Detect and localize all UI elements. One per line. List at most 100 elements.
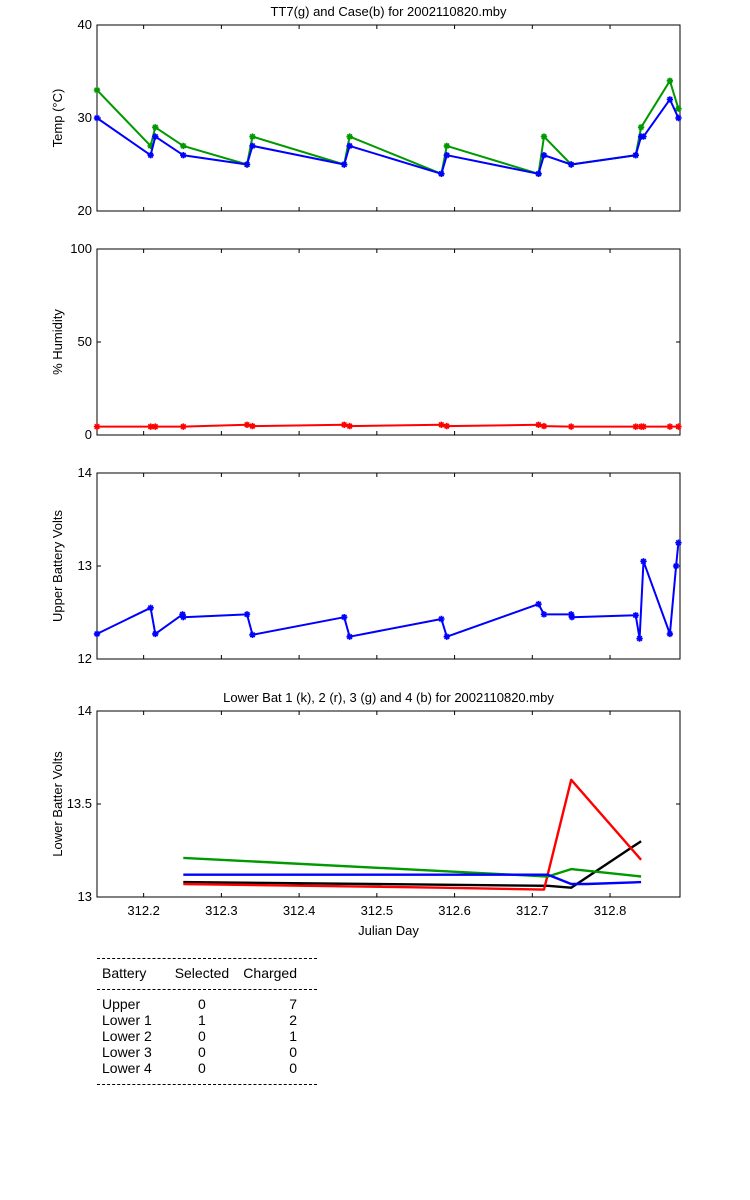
data-point (666, 630, 674, 638)
data-point (438, 615, 445, 623)
data-point (93, 630, 101, 638)
data-point (535, 600, 542, 608)
cell-battery: Lower 2 (102, 1028, 152, 1044)
x-axis-label: Julian Day (358, 923, 419, 938)
data-point (249, 631, 256, 639)
plot-frame-1 (96, 24, 681, 212)
data-point (675, 114, 682, 122)
data-point (675, 423, 682, 430)
cell-battery: Lower 1 (102, 1012, 152, 1028)
series-line-3 (183, 856, 642, 878)
y-axis-label: Upper Battery Volts (50, 510, 65, 622)
table-rule-top (97, 958, 317, 959)
data-point (346, 422, 353, 430)
cell-charged: 2 (289, 1012, 297, 1028)
cell-battery: Lower 3 (102, 1044, 152, 1060)
data-point (666, 423, 674, 430)
data-point (152, 630, 159, 638)
data-point (147, 152, 154, 159)
data-point (443, 152, 450, 159)
cell-charged: 0 (289, 1060, 297, 1076)
data-point (346, 142, 353, 150)
data-point (540, 422, 548, 430)
y-axis-label: Lower Batter Volts (50, 751, 65, 857)
data-point (152, 423, 159, 430)
cell-selected: 0 (198, 1060, 206, 1076)
data-point (443, 633, 450, 640)
data-point (632, 612, 639, 619)
cell-charged: 1 (289, 1028, 297, 1044)
plot-frame-4 (96, 710, 681, 898)
header-battery: Battery (102, 965, 147, 981)
data-point (540, 133, 548, 140)
series-line-4 (183, 873, 642, 886)
data-point (93, 114, 101, 122)
data-point (147, 604, 154, 612)
header-charged: Charged (243, 965, 297, 981)
data-point (340, 613, 348, 621)
data-point (666, 96, 674, 103)
series-line-1 (183, 840, 642, 889)
y-tick-label: 20 (78, 203, 92, 218)
cell-selected: 0 (198, 996, 206, 1012)
x-tick-label: 312.2 (127, 903, 160, 918)
chart-title: TT7(g) and Case(b) for 2002110820.mby (270, 4, 507, 19)
cell-selected: 0 (198, 1044, 206, 1060)
data-point (567, 423, 575, 430)
y-tick-label: 40 (78, 17, 92, 32)
data-point (93, 86, 101, 94)
y-axis-label: Temp (°C) (50, 89, 65, 148)
data-point (243, 161, 251, 168)
data-point (666, 77, 674, 84)
cell-selected: 1 (198, 1012, 206, 1028)
data-point (567, 161, 575, 168)
data-point (636, 635, 643, 642)
data-point (632, 423, 639, 430)
table-row: Upper 0 7 (102, 996, 317, 1012)
chart-title: Lower Bat 1 (k), 2 (r), 3 (g) and 4 (b) … (223, 690, 554, 705)
series-line-2 (183, 778, 643, 891)
x-tick-label: 312.6 (438, 903, 471, 918)
battery-table: Battery Selected Charged Upper 0 7 Lower… (97, 958, 317, 1085)
y-axis-label: % Humidity (50, 309, 65, 375)
cell-charged: 0 (289, 1044, 297, 1060)
y-tick-label: 14 (78, 465, 92, 480)
table-rule-bottom (97, 1084, 317, 1085)
table-body: Upper 0 7 Lower 1 1 2 Lower 2 0 1 Lower … (102, 996, 317, 1076)
data-point (147, 142, 154, 150)
data-point (637, 124, 645, 131)
y-tick-label: 50 (78, 334, 92, 349)
data-point (152, 124, 159, 131)
y-tick-label: 0 (85, 427, 92, 442)
x-tick-label: 312.8 (594, 903, 627, 918)
x-tick-label: 312.3 (205, 903, 238, 918)
data-point (632, 152, 639, 159)
data-point (340, 421, 348, 428)
data-point (180, 423, 187, 430)
data-point (675, 105, 682, 112)
plot-frame-2 (96, 248, 681, 436)
table-row: Lower 4 0 0 (102, 1060, 317, 1076)
table-rule-mid (97, 989, 317, 990)
data-point (180, 152, 187, 159)
data-point (672, 562, 680, 570)
data-point (147, 423, 154, 430)
data-point (443, 422, 450, 430)
data-point (443, 142, 450, 150)
data-point (535, 170, 542, 177)
data-point (340, 161, 348, 168)
data-point (180, 613, 187, 621)
data-point (249, 422, 256, 430)
y-tick-label: 30 (78, 110, 92, 125)
data-point (438, 421, 445, 428)
figure: 20 30 40 TT7(g) and Case(b) for 2002110820.… (50, 4, 682, 938)
data-point (249, 142, 256, 150)
table-header-row: Battery Selected Charged (102, 965, 317, 981)
y-tick-label: 12 (78, 651, 92, 666)
table-row: Lower 2 0 1 (102, 1028, 317, 1044)
table-row: Lower 3 0 0 (102, 1044, 317, 1060)
cell-selected: 0 (198, 1028, 206, 1044)
y-tick-label: 13 (78, 889, 92, 904)
data-point (540, 152, 548, 159)
x-tick-label: 312.7 (516, 903, 549, 918)
